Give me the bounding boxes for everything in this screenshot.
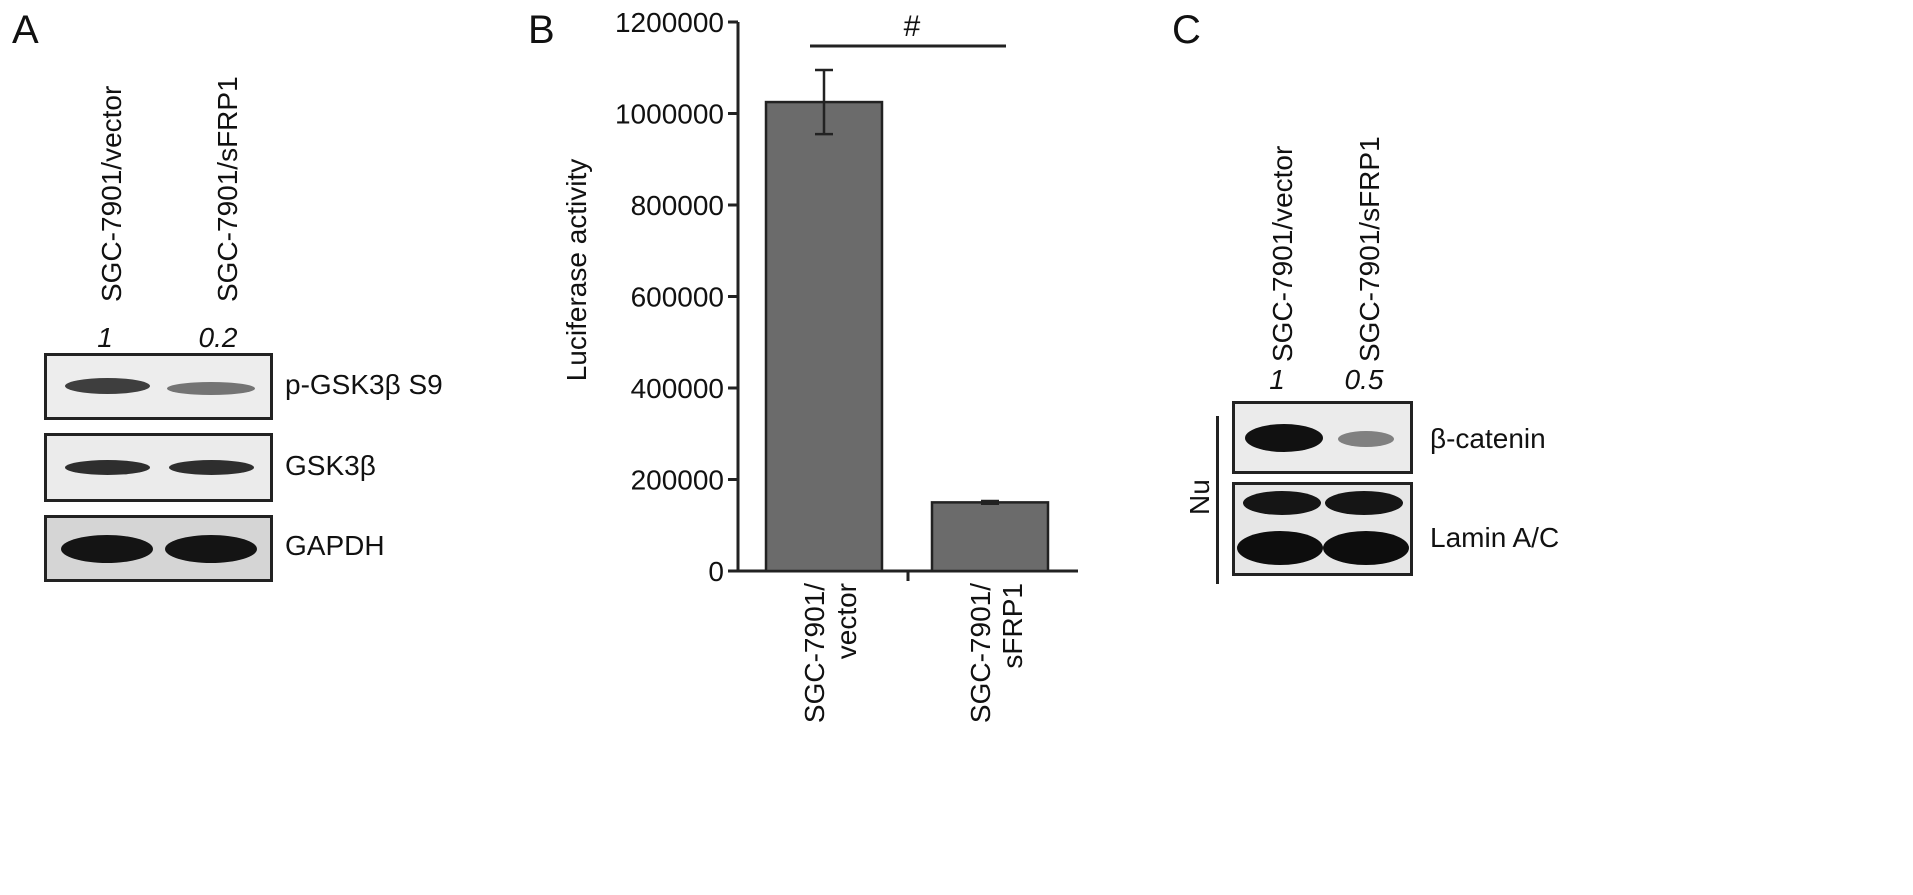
panel-c-blot-label-2: Lamin A/C bbox=[1430, 522, 1560, 553]
x-category-label-line: SGC-7901/ bbox=[965, 583, 996, 723]
panel-c-lane-label-1: SGC-7901/vector bbox=[1267, 145, 1298, 362]
bar bbox=[930, 501, 1050, 573]
x-category-label: SGC-7901/sFRP1 bbox=[965, 583, 1028, 723]
band bbox=[169, 460, 254, 475]
panel-a-blot-gapdh bbox=[44, 515, 273, 582]
band bbox=[65, 378, 150, 394]
y-axis-label: Luciferase activity bbox=[561, 159, 592, 382]
panel-b-letter: B bbox=[528, 8, 555, 52]
panel-c-ratio-2: 0.5 bbox=[1344, 364, 1384, 395]
panel-c-blot-lamin bbox=[1232, 482, 1413, 576]
panel-a-ratio-1: 1 bbox=[97, 322, 113, 353]
x-category-label-line: SGC-7901/ bbox=[799, 583, 830, 723]
band bbox=[61, 535, 153, 563]
band bbox=[1325, 491, 1403, 515]
band bbox=[65, 460, 150, 475]
x-category-label-line: vector bbox=[831, 583, 862, 659]
band bbox=[165, 535, 257, 563]
panel-c-lane-label-2: SGC-7901/sFRP1 bbox=[1354, 136, 1385, 362]
y-tick-label: 1200000 bbox=[615, 7, 724, 38]
x-category-label: SGC-7901/vector bbox=[799, 583, 862, 723]
panel-a-blot-label-2: GSK3β bbox=[285, 450, 376, 481]
band bbox=[1245, 424, 1323, 452]
panel-c-letter: C bbox=[1172, 8, 1201, 52]
panel-a-blot-pgsk3b bbox=[44, 353, 273, 420]
significance-label: # bbox=[904, 10, 921, 43]
band bbox=[1243, 491, 1321, 515]
y-tick-label: 200000 bbox=[631, 465, 724, 496]
y-tick-label: 600000 bbox=[631, 282, 724, 313]
panel-a-letter: A bbox=[12, 8, 39, 52]
panel-c-blot-label-1: β-catenin bbox=[1430, 423, 1546, 454]
band bbox=[1338, 431, 1394, 447]
band bbox=[1323, 531, 1409, 565]
panel-c-group-label: Nu bbox=[1184, 479, 1215, 515]
panel-a-ratio-2: 0.2 bbox=[198, 322, 238, 353]
panel-c-blot-beta-catenin bbox=[1232, 401, 1413, 474]
panel-a-blot-label-3: GAPDH bbox=[285, 530, 385, 561]
panel-a-blot-label-1: p-GSK3β S9 bbox=[285, 369, 443, 400]
panel-c-nu-bracket bbox=[1216, 416, 1219, 584]
y-tick-label: 0 bbox=[708, 556, 724, 587]
x-category-label-line: sFRP1 bbox=[997, 583, 1028, 669]
band bbox=[167, 382, 255, 395]
panel-a-blot-gsk3b bbox=[44, 433, 273, 502]
y-tick-label: 1000000 bbox=[615, 99, 724, 130]
y-tick-label: 800000 bbox=[631, 190, 724, 221]
band bbox=[1237, 531, 1323, 565]
bar bbox=[764, 100, 884, 573]
panel-c-ratio-1: 1 bbox=[1269, 364, 1285, 395]
y-tick-label: 400000 bbox=[631, 373, 724, 404]
